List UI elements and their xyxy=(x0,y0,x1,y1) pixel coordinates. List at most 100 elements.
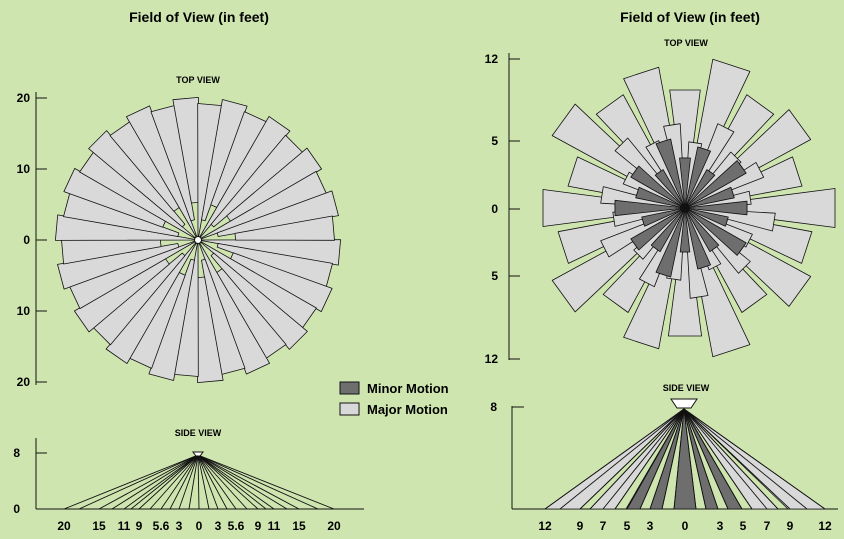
right-minor-zone xyxy=(654,169,686,209)
left-side-ray xyxy=(78,454,199,510)
right-side-ray xyxy=(661,408,685,510)
right-side-x-label: 12 xyxy=(538,519,552,533)
right-side-x-label: 9 xyxy=(577,519,584,533)
right-side-ray xyxy=(649,408,685,510)
right-minor-zone xyxy=(655,138,686,209)
left-side-ray xyxy=(63,454,199,510)
right-side-ray xyxy=(683,408,697,510)
right-side-sensor xyxy=(670,398,698,409)
left-side-x-label: 0 xyxy=(196,519,203,533)
left-side-ray xyxy=(197,454,335,510)
left-side-y-label: 0 xyxy=(13,502,20,516)
right-top-view-pattern xyxy=(542,58,836,358)
right-minor-zone xyxy=(679,207,691,253)
right-minor-zone xyxy=(684,200,748,216)
right-top-tick-label: 12 xyxy=(485,52,499,66)
right-side-x-label: 5 xyxy=(740,519,747,533)
right-side-ray xyxy=(683,408,808,510)
left-side-view-label: SIDE VIEW xyxy=(175,428,222,438)
left-top-tick-label: 0 xyxy=(23,233,30,247)
left-side-sensor xyxy=(192,451,204,457)
left-side-x-label: 11 xyxy=(268,519,281,533)
left-side-ray xyxy=(197,454,259,510)
left-side-ray xyxy=(98,454,199,510)
right-side-x-label: 12 xyxy=(818,519,832,533)
right-side-x-label: 0 xyxy=(682,519,689,533)
left-side-ray xyxy=(197,454,288,510)
right-side-x-label: 7 xyxy=(600,519,607,533)
left-side-x-label: 5.6 xyxy=(228,519,245,533)
right-top-tick-label: 12 xyxy=(485,352,499,366)
right-side-ray xyxy=(683,408,719,510)
right-side-ray xyxy=(639,408,685,510)
left-side-x-label: 15 xyxy=(292,519,306,533)
left-side-ray xyxy=(138,454,199,510)
left-title: Field of View (in feet) xyxy=(129,9,269,25)
right-minor-zone xyxy=(684,146,711,209)
right-top-axis: 12 5 0 5 12 xyxy=(485,52,520,366)
right-side-ray xyxy=(626,408,685,510)
left-side-axis: 8 0 xyxy=(13,438,364,516)
right-side-x-label: 5 xyxy=(624,519,631,533)
right-side-ray xyxy=(683,408,826,510)
left-side-ray xyxy=(197,454,219,510)
left-side-x-label: 3 xyxy=(215,519,222,533)
right-title: Field of View (in feet) xyxy=(620,9,760,25)
right-side-x-label: 7 xyxy=(764,519,771,533)
left-top-tick-label: 10 xyxy=(17,304,31,318)
right-side-y-label: 8 xyxy=(490,400,497,414)
right-top-tick-label: 5 xyxy=(491,134,498,148)
right-side-ray xyxy=(589,408,685,510)
right-minor-zone xyxy=(684,207,711,270)
right-minor-zone xyxy=(684,160,747,209)
left-top-tick-label: 10 xyxy=(17,162,31,176)
right-side-ray xyxy=(673,408,685,510)
right-side-view-label: SIDE VIEW xyxy=(663,383,710,393)
right-minor-zone xyxy=(684,207,720,253)
legend: Minor Motion Major Motion xyxy=(339,381,449,417)
right-minor-zone xyxy=(614,199,686,217)
right-side-ray xyxy=(683,408,753,510)
left-side-x-label: 3 xyxy=(176,519,183,533)
right-side-x-labels: 12 9 7 5 3 0 3 5 7 9 12 xyxy=(538,519,832,533)
left-side-ray xyxy=(149,454,199,510)
right-side-ray xyxy=(683,408,729,510)
left-side-x-label: 11 xyxy=(118,519,131,533)
left-side-ray xyxy=(197,454,319,510)
right-minor-zone xyxy=(641,207,686,227)
left-side-ray xyxy=(178,454,199,510)
right-side-ray xyxy=(579,408,685,510)
right-minor-zone xyxy=(684,207,729,227)
right-side-ray xyxy=(683,408,743,510)
right-side-x-label: 3 xyxy=(647,519,654,533)
left-side-ray xyxy=(123,454,199,510)
right-top-view-label: TOP VIEW xyxy=(664,38,708,48)
left-side-view-pattern xyxy=(63,454,335,510)
right-side-ray xyxy=(602,408,685,510)
left-side-x-label: 5.6 xyxy=(153,519,170,533)
left-side-ray xyxy=(169,454,199,510)
left-side-ray xyxy=(188,454,199,510)
left-side-x-label: 20 xyxy=(57,519,71,533)
right-side-x-label: 9 xyxy=(787,519,794,533)
left-major-zone xyxy=(234,215,335,241)
left-side-ray xyxy=(130,454,199,510)
left-side-ray xyxy=(197,454,275,510)
left-side-ray xyxy=(197,454,237,510)
left-side-y-label: 8 xyxy=(13,446,20,460)
right-side-view-pattern xyxy=(543,408,827,510)
right-minor-zone xyxy=(684,169,716,209)
right-minor-zone xyxy=(635,186,686,209)
right-minor-zone xyxy=(679,157,691,209)
left-side-x-label: 9 xyxy=(136,519,143,533)
left-side-x-label: 9 xyxy=(255,519,262,533)
left-side-ray xyxy=(111,454,199,510)
left-side-ray xyxy=(197,454,228,510)
left-top-tick-label: 20 xyxy=(17,91,31,105)
right-minor-zone xyxy=(684,186,735,209)
right-top-tick-label: 5 xyxy=(491,269,498,283)
left-top-axis: 20 10 0 10 20 xyxy=(17,91,47,389)
left-side-ray xyxy=(197,454,267,510)
right-side-ray xyxy=(614,408,685,510)
